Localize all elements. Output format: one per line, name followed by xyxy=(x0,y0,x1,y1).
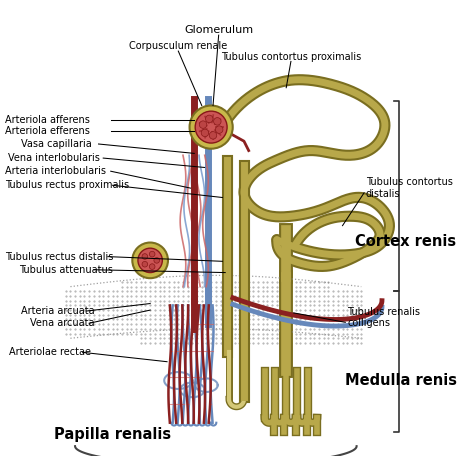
Text: Arteriola afferens: Arteriola afferens xyxy=(5,114,90,125)
Text: Tubulus attenuatus: Tubulus attenuatus xyxy=(19,265,113,275)
Text: Tubulus renalis
colligens: Tubulus renalis colligens xyxy=(347,307,420,328)
Text: Cortex renis: Cortex renis xyxy=(355,234,456,249)
Text: Tubulus contortus
distalis: Tubulus contortus distalis xyxy=(366,177,453,199)
Text: Corpusculum renale: Corpusculum renale xyxy=(129,41,228,51)
Circle shape xyxy=(209,131,217,139)
Text: Arteria arcuata: Arteria arcuata xyxy=(21,306,94,316)
Text: Tubulus rectus proximalis: Tubulus rectus proximalis xyxy=(5,180,129,190)
Text: Arteria interlobularis: Arteria interlobularis xyxy=(5,166,106,176)
Circle shape xyxy=(154,258,160,263)
Circle shape xyxy=(216,126,223,133)
Circle shape xyxy=(138,248,162,273)
Text: Arteriolae rectae: Arteriolae rectae xyxy=(9,347,91,357)
Text: Glomerulum: Glomerulum xyxy=(184,25,253,35)
Circle shape xyxy=(132,243,168,278)
Circle shape xyxy=(214,118,221,125)
Text: Papilla renalis: Papilla renalis xyxy=(55,427,172,442)
Circle shape xyxy=(149,252,155,257)
Text: Arteriola efferens: Arteriola efferens xyxy=(5,126,90,136)
Circle shape xyxy=(190,106,233,149)
Text: Vena interlobularis: Vena interlobularis xyxy=(8,153,100,163)
Circle shape xyxy=(206,115,213,122)
Circle shape xyxy=(201,129,209,137)
Circle shape xyxy=(142,261,147,267)
Circle shape xyxy=(149,264,155,269)
Text: Vasa capillaria: Vasa capillaria xyxy=(21,139,91,149)
Circle shape xyxy=(200,121,207,129)
Text: Tubulus contortus proximalis: Tubulus contortus proximalis xyxy=(221,52,361,62)
Text: Medulla renis: Medulla renis xyxy=(346,373,457,388)
Circle shape xyxy=(142,254,147,260)
Circle shape xyxy=(195,111,227,143)
Text: Tubulus rectus distalis: Tubulus rectus distalis xyxy=(5,252,113,261)
Text: Vena arcuata: Vena arcuata xyxy=(30,318,94,328)
